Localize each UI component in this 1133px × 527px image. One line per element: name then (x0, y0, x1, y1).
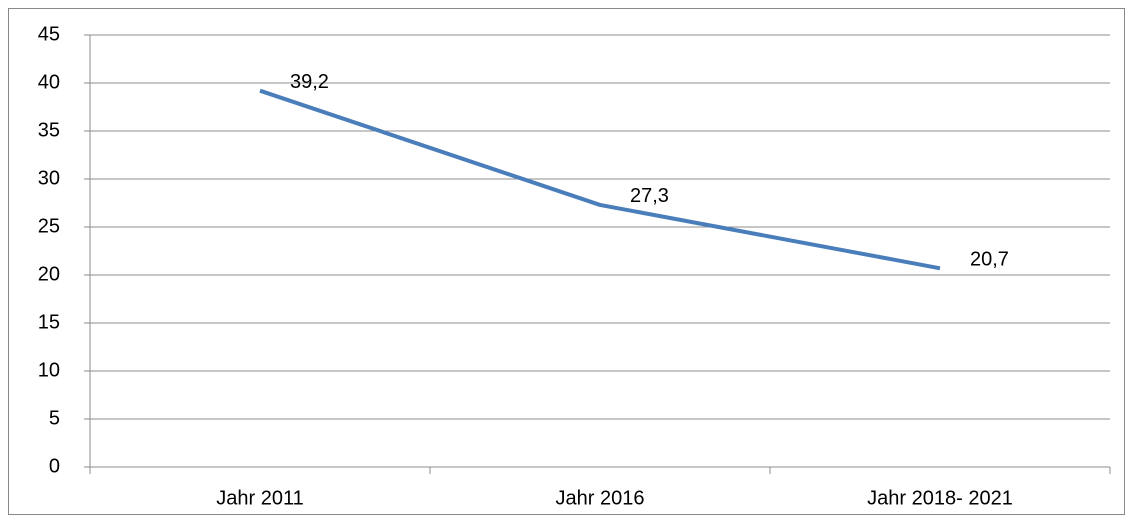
y-tick-label: 20 (38, 263, 60, 285)
y-tick-label: 40 (38, 71, 60, 93)
data-label: 20,7 (970, 249, 1009, 271)
line-series (259, 88, 941, 271)
data-label: 39,2 (290, 71, 329, 93)
y-tick-label: 10 (38, 359, 60, 381)
y-tick-label: 25 (38, 215, 60, 237)
x-tick-label: Jahr 2011 (216, 487, 303, 509)
chart-frame (8, 8, 1125, 515)
y-tick-label: 45 (38, 23, 60, 45)
x-tick-label: Jahr 2018- 2021 (867, 487, 1013, 509)
data-label: 27,3 (630, 185, 669, 207)
y-tick-label: 15 (38, 311, 60, 333)
y-tick-label: 0 (49, 455, 60, 477)
y-tick-label: 5 (49, 407, 60, 429)
x-tick-label: Jahr 2016 (556, 487, 645, 509)
y-tick-label: 35 (38, 119, 60, 141)
y-tick-label: 30 (38, 167, 60, 189)
